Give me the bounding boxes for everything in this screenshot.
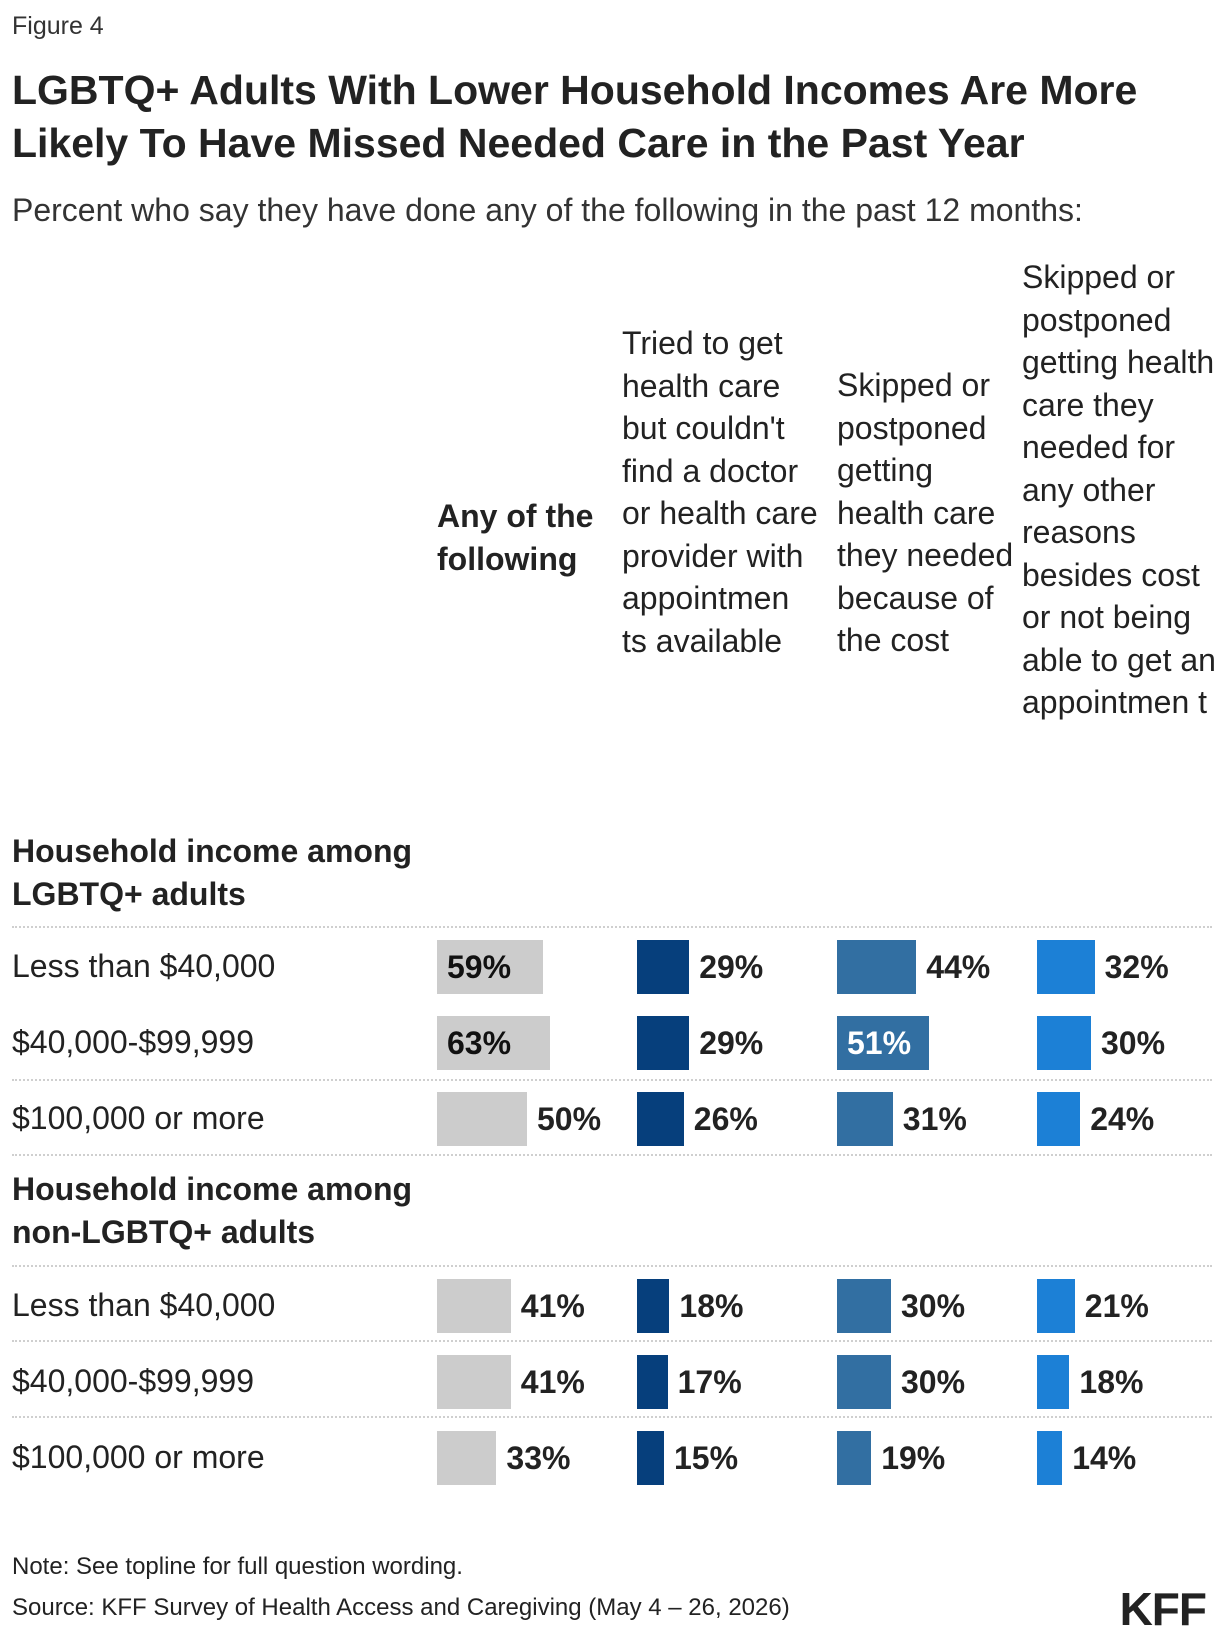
data-label: 59% <box>447 949 512 985</box>
chart-subtitle: Percent who say they have done any of th… <box>12 192 1083 228</box>
column-header-any: Any of the following <box>437 498 594 577</box>
bar-couldnt-find <box>637 1016 690 1070</box>
bar-couldnt-find <box>637 1092 684 1146</box>
bar-cost <box>837 1016 929 1070</box>
data-label: 51% <box>847 1025 912 1061</box>
bar-other <box>1037 1355 1070 1409</box>
data-label: 44% <box>926 949 991 985</box>
data-label: 29% <box>699 1025 764 1061</box>
data-label: 33% <box>506 1440 571 1476</box>
row-divider <box>12 1079 1212 1081</box>
data-label: 14% <box>1072 1440 1137 1476</box>
bar-cost <box>837 1092 893 1146</box>
row-label: $100,000 or more <box>12 1100 265 1136</box>
data-label: 18% <box>679 1288 744 1324</box>
row-divider <box>12 1154 1212 1156</box>
row-label: $40,000-$99,999 <box>12 1024 254 1060</box>
column-header-couldnt-find-provider: Tried to get health care but couldn't fi… <box>622 325 818 659</box>
data-label: 24% <box>1090 1101 1155 1137</box>
data-label: 26% <box>693 1101 758 1137</box>
bar-other <box>1037 940 1095 994</box>
column-header-cost: Skipped or postponed getting health care… <box>837 367 1014 658</box>
chart-note: Note: See topline for full question word… <box>12 1553 463 1580</box>
data-label: 41% <box>520 1288 585 1324</box>
data-label: 63% <box>447 1025 512 1061</box>
bar-other <box>1037 1092 1081 1146</box>
bar-cost <box>837 1431 872 1485</box>
bar-any <box>437 1092 527 1146</box>
kff-logo: KFF <box>1119 1583 1207 1635</box>
bar-cost <box>837 1355 891 1409</box>
bar-cost <box>837 1279 891 1333</box>
bar-couldnt-find <box>637 1279 670 1333</box>
row-divider <box>12 1265 1212 1267</box>
row-label: $40,000-$99,999 <box>12 1363 254 1399</box>
data-label: 31% <box>902 1101 967 1137</box>
row-divider <box>12 1416 1212 1418</box>
bar-any <box>437 940 544 994</box>
data-label: 17% <box>677 1364 742 1400</box>
bar-any <box>437 1355 511 1409</box>
data-label: 29% <box>699 949 764 985</box>
row-label: Less than $40,000 <box>12 948 276 984</box>
data-label: 41% <box>520 1364 585 1400</box>
data-label: 18% <box>1079 1364 1144 1400</box>
bar-couldnt-find <box>637 940 690 994</box>
row-label: Less than $40,000 <box>12 1287 276 1323</box>
bar-cost <box>837 940 917 994</box>
data-label: 19% <box>881 1440 946 1476</box>
data-label: 21% <box>1084 1288 1149 1324</box>
bar-other <box>1037 1016 1091 1070</box>
bar-couldnt-find <box>637 1355 668 1409</box>
data-label: 30% <box>901 1288 966 1324</box>
row-label: $100,000 or more <box>12 1439 265 1475</box>
data-label: 32% <box>1104 949 1169 985</box>
chart-title: LGBTQ+ Adults With Lower Household Incom… <box>12 67 1138 166</box>
chart-source: Source: KFF Survey of Health Access and … <box>12 1594 790 1621</box>
data-label: 50% <box>537 1101 602 1137</box>
bar-any <box>437 1016 551 1070</box>
bar-any <box>437 1279 511 1333</box>
bar-any <box>437 1431 497 1485</box>
bar-couldnt-find <box>637 1431 664 1485</box>
row-divider <box>12 1340 1212 1342</box>
figure-label: Figure 4 <box>12 12 104 40</box>
bar-other <box>1037 1431 1063 1485</box>
data-label: 30% <box>1101 1025 1166 1061</box>
data-label: 30% <box>901 1364 966 1400</box>
group-label-lgbtq: Household income among LGBTQ+ adults <box>12 833 413 912</box>
data-label: 15% <box>674 1440 739 1476</box>
row-divider <box>12 926 1212 928</box>
group-label-non-lgbtq: Household income among non-LGBTQ+ adults <box>12 1171 413 1250</box>
column-header-other-reasons: Skipped or postponed getting health care… <box>1022 259 1216 720</box>
bar-other <box>1037 1279 1075 1333</box>
